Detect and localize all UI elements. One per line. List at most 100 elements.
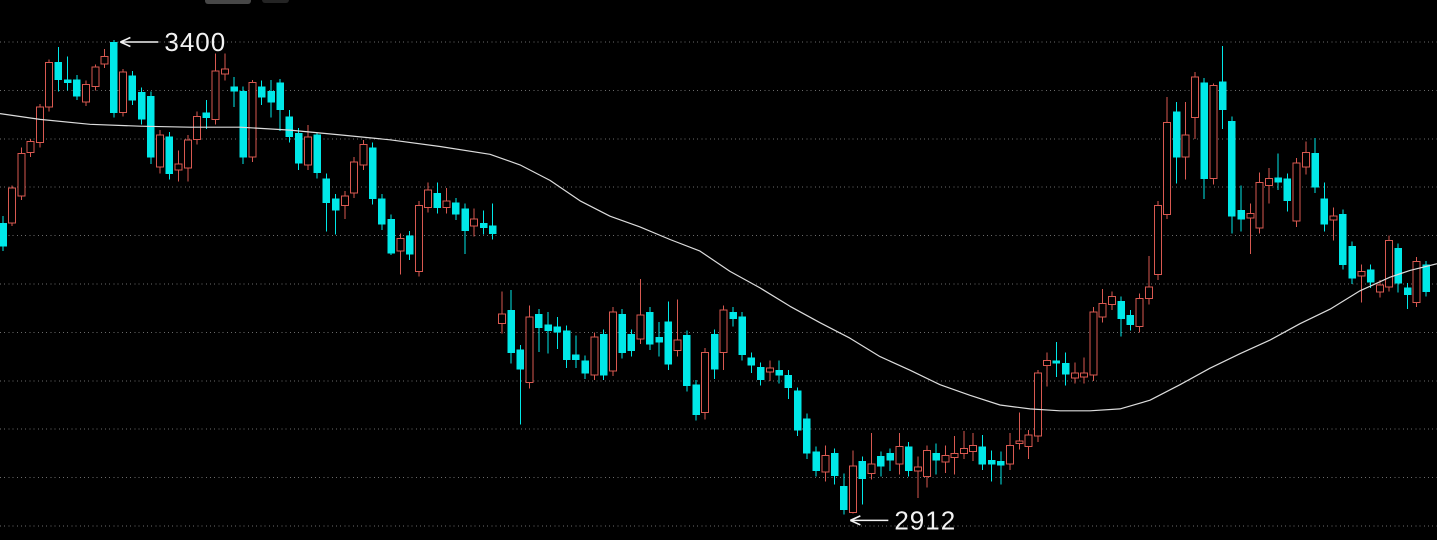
candle-down <box>646 307 654 350</box>
candle-down <box>987 450 996 482</box>
candle-down <box>932 443 940 475</box>
candle-down <box>479 210 488 235</box>
candle-down <box>1237 185 1245 232</box>
candle-down <box>368 142 377 205</box>
candle-down <box>230 76 238 107</box>
candle-up <box>1144 255 1153 305</box>
candle-up <box>91 64 100 91</box>
candle-up <box>1080 357 1089 384</box>
candle-up <box>1301 141 1310 175</box>
candle-up <box>183 134 192 182</box>
candle-down <box>1283 173 1292 212</box>
candle-down <box>544 312 552 354</box>
candle-up <box>1255 172 1264 234</box>
annotation-price-label: 2912 <box>894 505 956 535</box>
candle-down <box>276 78 284 132</box>
candle-up <box>608 307 617 376</box>
candle-up <box>248 79 257 162</box>
candle-down <box>507 289 515 364</box>
candle-down <box>904 441 913 477</box>
candle-up <box>719 305 728 371</box>
candle-down <box>147 91 155 164</box>
candle-down <box>1228 116 1236 234</box>
candle-down <box>452 197 460 221</box>
candle-down <box>738 312 746 361</box>
candle-up <box>1024 430 1033 460</box>
candle-up <box>211 53 220 125</box>
candle-down <box>257 80 266 105</box>
candle-up <box>895 433 904 475</box>
candle-up <box>913 456 922 498</box>
candle-up <box>960 431 968 460</box>
candle-up <box>1163 97 1172 220</box>
candle-up <box>1209 83 1218 185</box>
candle-up <box>1015 412 1024 450</box>
candle-up <box>36 104 44 148</box>
candle-down <box>618 309 626 359</box>
candle-down <box>978 435 987 470</box>
price-annotation: 3400 <box>120 27 226 57</box>
candle-up <box>1033 370 1042 442</box>
candle-up <box>701 347 710 420</box>
candle-up <box>359 139 368 170</box>
candle-down <box>313 133 321 179</box>
candle-down <box>285 109 294 143</box>
candle-down <box>433 182 442 214</box>
candle-down <box>997 451 1005 485</box>
candle-down <box>692 379 700 421</box>
candle-down <box>710 329 719 379</box>
candle-up <box>303 125 312 170</box>
candle-down <box>461 203 469 254</box>
candle-down <box>1339 209 1347 270</box>
moving-average-line <box>0 113 1437 412</box>
candle-up <box>1292 158 1301 227</box>
candle-up <box>1098 288 1107 323</box>
candle-up <box>82 80 91 106</box>
candle-up <box>470 208 479 237</box>
candle-down <box>1274 153 1282 191</box>
candle-down <box>793 387 802 436</box>
candle-down <box>137 87 146 125</box>
candle-down <box>322 173 331 232</box>
candle-up <box>1246 203 1255 254</box>
candle-up <box>1107 291 1116 311</box>
candle-up <box>1154 200 1162 281</box>
candle-down <box>202 100 211 130</box>
candle-down <box>110 40 118 118</box>
candle-down <box>775 360 783 384</box>
candle-up <box>969 433 978 462</box>
candle-down <box>1311 137 1319 193</box>
candle-down <box>1394 243 1402 293</box>
candle-down <box>1218 45 1227 130</box>
candle-down <box>627 329 636 357</box>
candle-up <box>1070 362 1079 384</box>
candle-down <box>331 194 340 235</box>
candle-up <box>849 450 858 514</box>
candle-down <box>840 473 848 515</box>
candle-up <box>8 185 17 226</box>
candle-up <box>119 69 128 117</box>
candle-up <box>941 445 950 473</box>
candle-down <box>1172 102 1181 184</box>
candle-up <box>1191 72 1199 139</box>
candle-up <box>1412 256 1421 308</box>
candle-down <box>1126 310 1135 331</box>
top-edge-tab-artifact-1 <box>205 0 251 4</box>
annotation-price-label: 3400 <box>164 27 226 57</box>
candle-down <box>1403 283 1412 310</box>
candle-down <box>747 352 756 374</box>
candle-down <box>1061 352 1070 386</box>
candle-up <box>1181 102 1190 180</box>
candle-up <box>17 147 26 200</box>
candle-down <box>128 71 137 105</box>
candle-down <box>267 79 275 118</box>
candle-up <box>1385 235 1393 292</box>
candle-up <box>1006 433 1015 470</box>
candle-down <box>54 46 63 92</box>
candle-down <box>812 446 820 477</box>
candle-up <box>821 445 830 482</box>
price-annotations-layer: 3400 2912 <box>120 27 956 535</box>
candle-up <box>950 436 959 475</box>
candle-up <box>867 433 876 480</box>
